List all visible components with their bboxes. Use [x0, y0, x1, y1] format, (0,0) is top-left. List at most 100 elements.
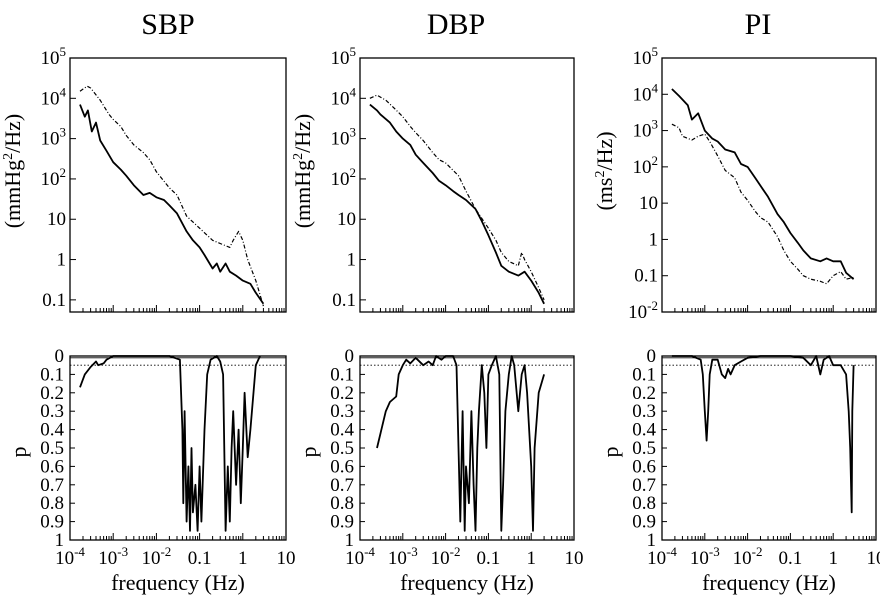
series-line-dashed — [369, 94, 545, 301]
x-tick-label: 10-2 — [733, 544, 763, 569]
y-axis-label: (mmHg2/Hz) — [290, 114, 315, 229]
plot-frame — [661, 57, 877, 313]
y-tick-label: 104 — [41, 84, 67, 109]
y-tick-label: 0.7 — [330, 475, 354, 496]
series-line-solid — [79, 104, 265, 305]
x-tick-label: 10-2 — [431, 544, 461, 569]
plot-frame — [69, 57, 287, 313]
y-tick-label: 0.1 — [332, 290, 356, 311]
x-tick-label: 10 — [867, 548, 880, 569]
panels: 1051041031021010.1(mmHg2/Hz)105104103102… — [0, 44, 880, 595]
title-sbp: SBP — [141, 8, 194, 41]
x-tick-label: 10-3 — [98, 544, 128, 569]
y-tick-label: 0.7 — [40, 475, 64, 496]
y-tick-label: 0.5 — [40, 438, 64, 459]
x-tick-label: 10-4 — [647, 544, 677, 569]
plot-frame — [359, 57, 575, 313]
y-tick-label: 0.9 — [330, 512, 354, 533]
y-tick-label: 102 — [633, 153, 659, 178]
y-tick-label: 1 — [647, 530, 657, 551]
y-tick-label: 105 — [633, 44, 659, 69]
title-pi: PI — [745, 8, 772, 41]
y-tick-label: 0.5 — [330, 438, 354, 459]
y-tick-label: 0.7 — [632, 475, 656, 496]
y-tick-label: 1 — [57, 250, 67, 271]
y-axis-label: p — [6, 447, 31, 458]
x-axis-label: frequency (Hz) — [111, 570, 245, 595]
series-line-dashed — [671, 123, 854, 285]
x-tick-label: 10-3 — [690, 544, 720, 569]
x-tick-label: 1 — [526, 548, 536, 569]
y-tick-label: 0.2 — [632, 383, 656, 404]
y-tick-label: 0.4 — [330, 420, 354, 441]
y-tick-label: 103 — [41, 125, 67, 150]
x-tick-label: 0.1 — [779, 548, 803, 569]
x-tick-label: 10 — [277, 548, 296, 569]
y-tick-label: 10 — [47, 209, 66, 230]
y-axis-label: (ms2/Hz) — [592, 131, 617, 210]
y-tick-label: 0.8 — [632, 493, 656, 514]
y-tick-label: 0.8 — [40, 493, 64, 514]
x-tick-label: 10 — [565, 548, 584, 569]
y-tick-label: 104 — [633, 80, 659, 105]
y-tick-label: 0.6 — [40, 456, 64, 477]
y-tick-label: 0 — [55, 346, 65, 367]
y-tick-label: 1 — [347, 250, 357, 271]
y-tick-label: 1 — [649, 229, 659, 250]
y-tick-label: 10 — [639, 193, 658, 214]
x-tick-label: 10-4 — [55, 544, 85, 569]
y-tick-label: 0.6 — [330, 456, 354, 477]
y-tick-label: 0.1 — [634, 266, 658, 287]
y-tick-label: 0.9 — [40, 512, 64, 533]
x-tick-label: 0.1 — [188, 548, 212, 569]
x-tick-label: 1 — [828, 548, 838, 569]
x-tick-label: 10-3 — [388, 544, 418, 569]
y-tick-label: 0.1 — [42, 290, 66, 311]
series-line-dashed — [79, 85, 264, 307]
y-axis-label: (mmHg2/Hz) — [0, 114, 25, 229]
y-tick-label: 0.3 — [632, 401, 656, 422]
y-tick-label: 103 — [331, 125, 357, 150]
y-tick-label: 1 — [55, 530, 65, 551]
plot-frame — [661, 355, 877, 541]
x-axis-label: frequency (Hz) — [400, 570, 534, 595]
y-tick-label: 0.3 — [330, 401, 354, 422]
x-tick-label: 10-4 — [345, 544, 375, 569]
y-tick-label: 0.2 — [40, 383, 64, 404]
x-tick-label: 1 — [238, 548, 248, 569]
series-line-solid — [369, 103, 545, 305]
series-line-solid — [79, 355, 261, 532]
y-tick-label: 0.8 — [330, 493, 354, 514]
y-axis-label: p — [296, 447, 321, 458]
y-tick-label: 0.9 — [632, 512, 656, 533]
series-line-solid — [376, 355, 545, 532]
y-tick-label: 102 — [331, 165, 357, 190]
y-tick-label: 0.3 — [40, 401, 64, 422]
y-tick-label: 0.1 — [632, 364, 656, 385]
series-line-solid — [671, 88, 855, 280]
y-tick-label: 0 — [345, 346, 355, 367]
y-tick-label: 102 — [41, 165, 67, 190]
y-tick-label: 0.2 — [330, 383, 354, 404]
y-tick-label: 104 — [331, 84, 357, 109]
y-tick-label: 10-2 — [628, 298, 658, 323]
y-tick-label: 0 — [647, 346, 657, 367]
title-dbp: DBP — [427, 8, 485, 41]
x-tick-label: 10-2 — [141, 544, 171, 569]
x-tick-label: 0.1 — [477, 548, 501, 569]
series-line-solid — [671, 355, 855, 514]
y-tick-label: 105 — [41, 44, 67, 69]
y-tick-label: 103 — [633, 117, 659, 142]
y-tick-label: 0.4 — [632, 420, 656, 441]
y-tick-label: 10 — [337, 209, 356, 230]
x-axis-label: frequency (Hz) — [702, 570, 836, 595]
y-tick-label: 0.6 — [632, 456, 656, 477]
y-tick-label: 0.1 — [330, 364, 354, 385]
y-tick-label: 105 — [331, 44, 357, 69]
